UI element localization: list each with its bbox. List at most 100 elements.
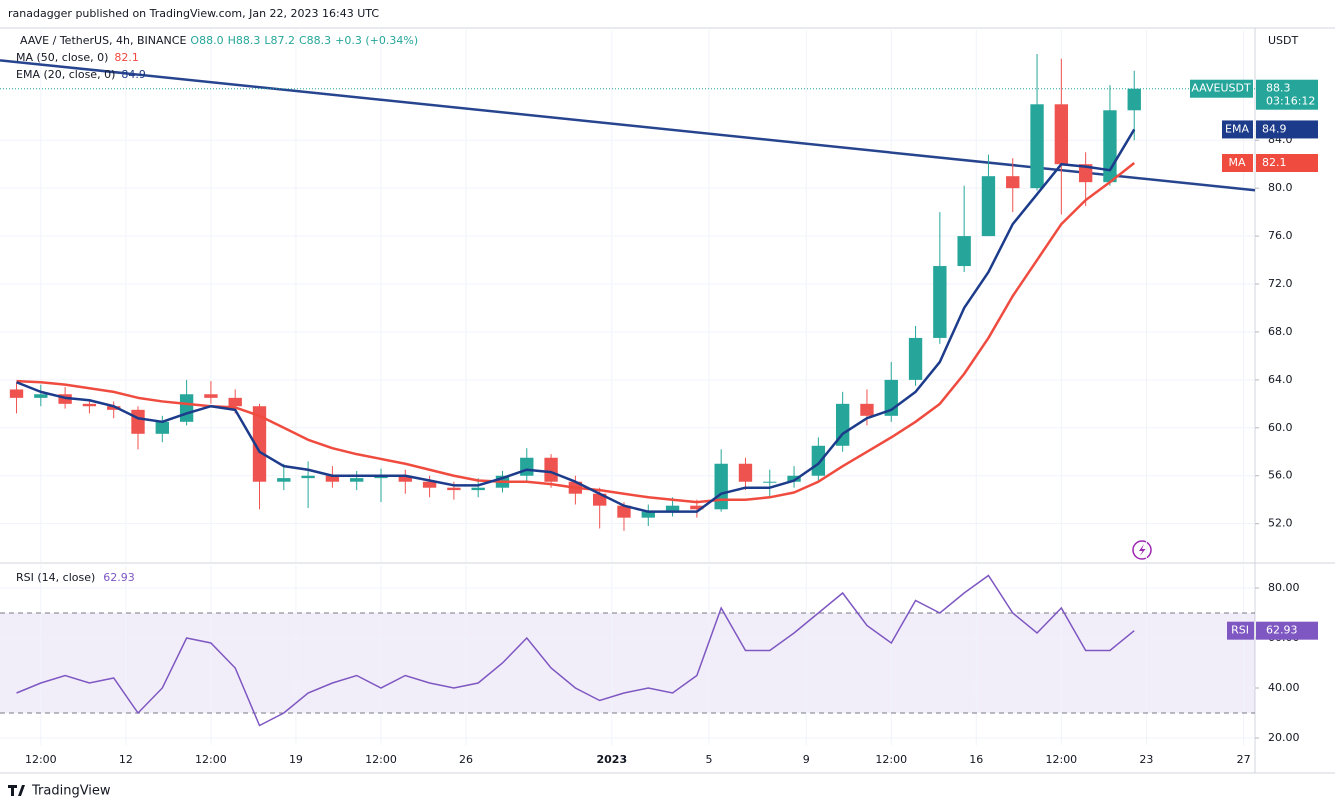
x-tick-label: 26 xyxy=(459,753,473,766)
indicator-value: 82.1 xyxy=(114,51,139,64)
candle-body xyxy=(860,403,874,416)
axis-tag-value: 82.1 xyxy=(1262,156,1287,169)
candle-body xyxy=(228,397,242,407)
candle-body xyxy=(34,394,48,398)
x-tick-label: 12:00 xyxy=(1045,753,1077,766)
countdown: 03:16:12 xyxy=(1266,95,1315,108)
candle-body xyxy=(544,457,558,482)
line-tag xyxy=(1227,621,1254,640)
candle-body xyxy=(738,463,753,482)
indicator-line xyxy=(16,128,1136,513)
legend-item: C88.3 xyxy=(299,34,331,47)
indicator-name: EMA (20, close, 0) xyxy=(16,68,115,81)
last-label: AAVEUSDT xyxy=(1191,82,1251,95)
legend-item: H88.3 xyxy=(228,34,261,47)
axis-tag xyxy=(1256,79,1318,110)
indicator-line xyxy=(16,162,1136,504)
candle-body xyxy=(714,463,728,510)
x-tick-label: 5 xyxy=(706,753,713,766)
axis-tag xyxy=(1256,621,1318,640)
tradingview-logo[interactable]: TradingView xyxy=(8,784,111,799)
candle-body xyxy=(835,403,850,446)
candle-body xyxy=(690,505,704,510)
rsi-legend: RSI (14, close) 62.93 xyxy=(16,571,135,584)
x-tick-label: 23 xyxy=(1139,753,1153,766)
candle-body xyxy=(277,478,291,482)
candle-body xyxy=(325,475,340,482)
candle-body xyxy=(131,409,145,434)
candle-body xyxy=(811,445,826,476)
x-tick-label: 12 xyxy=(119,753,133,766)
axis-tag-value: 62.93 xyxy=(1266,624,1298,637)
y-tick-label: 76.0 xyxy=(1268,229,1293,242)
candle-body xyxy=(1006,176,1020,189)
candle-body xyxy=(981,176,996,237)
indicator-legend: EMA (20, close, 0) 84.9 xyxy=(16,68,146,81)
indicator-value: 84.9 xyxy=(121,68,146,81)
line-tag-label: MA xyxy=(1228,156,1245,169)
brand: TradingView xyxy=(31,784,111,799)
candle-body xyxy=(592,493,607,506)
y-tick-label: 80.0 xyxy=(1268,181,1293,194)
symbol-legend: AAVE / TetherUS, 4h, BINANCE O88.0 H88.3 L8… xyxy=(20,34,418,47)
candle-body xyxy=(9,389,24,398)
y-tick-label: 72.0 xyxy=(1268,277,1293,290)
candle-body xyxy=(520,457,534,476)
x-tick-label: 12:00 xyxy=(25,753,57,766)
publisher: ranadagger published on TradingView.com,… xyxy=(8,7,379,20)
y-tick-label: 20.00 xyxy=(1268,731,1300,744)
candle-body xyxy=(1127,88,1141,111)
y-tick-label: 40.00 xyxy=(1268,681,1300,694)
axis-tag xyxy=(1256,120,1318,139)
candle-body xyxy=(471,487,485,491)
x-tick-label: 16 xyxy=(969,753,983,766)
legend-item: AAVE / TetherUS, 4h, BINANCE xyxy=(20,34,186,47)
legend-item: L87.2 xyxy=(264,34,295,47)
line-tag-label: RSI xyxy=(1231,624,1249,637)
legend-item: O88.0 xyxy=(190,34,223,47)
candle-body xyxy=(1078,164,1093,183)
candle-body xyxy=(957,236,971,267)
x-tick-label: 12:00 xyxy=(195,753,227,766)
candle-body xyxy=(1030,104,1044,189)
y-tick-label: 60.0 xyxy=(1268,421,1293,434)
candle-body xyxy=(665,505,680,512)
indicator-legend: MA (50, close, 0) 82.1 xyxy=(16,51,139,64)
line-tag xyxy=(1190,79,1253,98)
candle-body xyxy=(763,481,777,483)
candle-body xyxy=(252,406,267,482)
candle-body xyxy=(155,421,169,434)
x-tick-label: 2023 xyxy=(597,753,628,766)
candle-body xyxy=(787,475,801,482)
y-tick-label: 68.0 xyxy=(1268,325,1293,338)
x-tick-label: 12:00 xyxy=(875,753,907,766)
candle-body xyxy=(82,403,97,407)
y-tick-label: 80.00 xyxy=(1268,581,1300,594)
candle-body xyxy=(422,481,437,488)
x-tick-label: 19 xyxy=(289,753,303,766)
line-tag-label: EMA xyxy=(1225,122,1249,135)
axis-tag xyxy=(1256,154,1318,172)
trendline xyxy=(0,59,1256,192)
candle-body xyxy=(1054,104,1069,165)
candle-body xyxy=(301,475,315,479)
line-tag xyxy=(1222,120,1253,139)
line-tag xyxy=(1222,154,1253,172)
x-tick-label: 9 xyxy=(803,753,810,766)
price-unit: USDT xyxy=(1268,34,1299,47)
y-tick-label: 56.0 xyxy=(1268,469,1293,482)
axis-tag-value: 84.9 xyxy=(1262,122,1287,135)
candle-body xyxy=(179,394,194,422)
y-tick-label: 52.0 xyxy=(1268,517,1293,530)
alert-icon[interactable] xyxy=(1132,540,1152,560)
candle-body xyxy=(908,337,923,380)
candle-body xyxy=(398,475,412,482)
rsi-line xyxy=(16,574,1135,727)
candle-body xyxy=(447,487,461,491)
candle-body xyxy=(350,478,364,482)
candle-body xyxy=(617,505,631,518)
indicator-name: RSI (14, close) xyxy=(16,571,95,584)
indicator-value: 62.93 xyxy=(103,571,135,584)
